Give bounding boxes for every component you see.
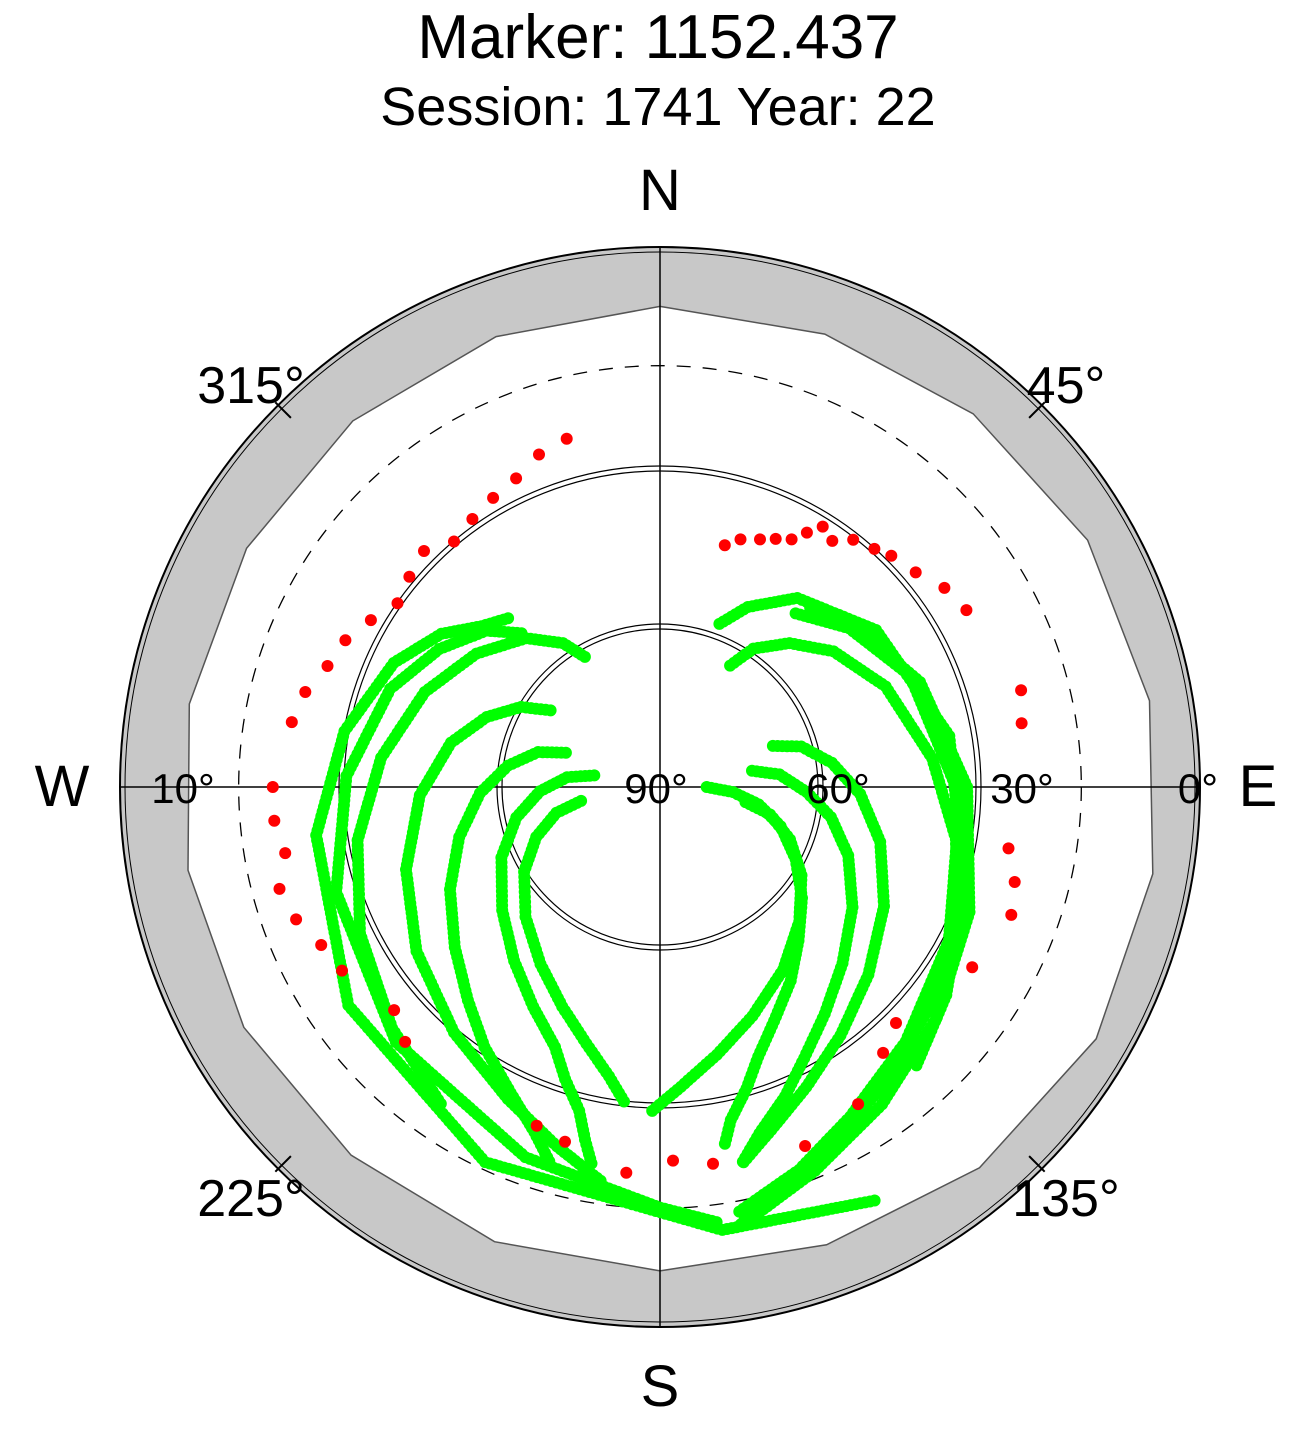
azimuth-label-135: 135° [1012, 1170, 1120, 1228]
flagged-point [273, 882, 286, 895]
azimuth-label-45: 45° [1027, 357, 1106, 415]
flagged-point [510, 472, 523, 485]
south-label: S [641, 1354, 680, 1419]
flagged-point [769, 532, 782, 545]
azimuth-label-225: 225° [197, 1170, 305, 1228]
flagged-point [754, 533, 766, 546]
track-point [910, 1059, 923, 1072]
flagged-point [966, 961, 979, 974]
plot-labels: N S W E 45° 135° 225° 315° 0° 30° 60° 90… [35, 158, 1278, 1419]
flagged-point [734, 533, 747, 546]
satellite-track [444, 746, 572, 1168]
flagged-point [315, 939, 328, 951]
flagged-point [960, 604, 973, 617]
satellite-track [724, 637, 965, 1072]
azimuth-tick-135 [1028, 1155, 1046, 1173]
flagged-point [290, 913, 303, 926]
azimuth-tick-45 [1028, 401, 1046, 419]
flagged-point [403, 570, 416, 583]
flagged-point [399, 1035, 412, 1048]
flagged-point [877, 1046, 890, 1059]
satellite-track [400, 700, 607, 1187]
elevation-label-90: 90° [624, 765, 688, 812]
track-point [434, 1097, 447, 1110]
flagged-point [1005, 908, 1018, 921]
flagged-point [718, 539, 731, 552]
azimuth-label-315: 315° [197, 357, 305, 415]
chart-title: Marker: 1152.437 [417, 3, 899, 72]
east-label: E [1239, 754, 1278, 819]
flagged-point [816, 520, 829, 533]
flagged-point [559, 1135, 571, 1148]
satellite-track [495, 769, 601, 1170]
elevation-label-west-10: 10° [151, 765, 215, 812]
satellite-track [330, 624, 723, 1229]
flagged-point [487, 491, 500, 504]
track-point [543, 1155, 556, 1168]
flagged-point [890, 1017, 902, 1029]
flagged-point [339, 634, 352, 647]
north-label: N [639, 158, 681, 223]
track-point [618, 1095, 630, 1108]
flagged-point [418, 545, 430, 557]
flagged-point [279, 847, 292, 860]
track-point [710, 1216, 723, 1229]
flagged-point [1015, 717, 1028, 730]
track-point [594, 1174, 607, 1187]
flagged-point [938, 581, 951, 594]
track-point [734, 1218, 747, 1231]
flagged-point [533, 448, 545, 461]
flagged-point [852, 1098, 865, 1111]
flagged-point [364, 614, 377, 627]
flagged-point [909, 566, 922, 579]
flagged-point [391, 597, 404, 610]
azimuth-tick-315 [274, 401, 292, 419]
flagged-point [299, 686, 312, 698]
satellite-track [310, 612, 881, 1236]
flagged-point [448, 535, 460, 548]
azimuth-tick-225 [274, 1155, 292, 1173]
track-point [718, 1137, 731, 1150]
satellite-track [646, 796, 808, 1117]
plot-axes [120, 247, 1200, 1327]
track-point [585, 1157, 598, 1170]
flagged-point [336, 964, 348, 977]
flagged-point [868, 542, 881, 555]
elevation-label-60: 60° [806, 765, 870, 812]
flagged-point [667, 1154, 679, 1167]
satellite-track [518, 794, 630, 1108]
satellite-track [351, 632, 591, 1110]
flagged-points [266, 432, 1028, 1179]
flagged-point [620, 1166, 633, 1179]
track-point [646, 1104, 659, 1117]
flagged-point [799, 1140, 812, 1152]
flagged-point [707, 1157, 719, 1170]
flagged-point [285, 716, 298, 729]
flagged-point [321, 660, 334, 672]
track-point [868, 1194, 881, 1207]
track-point [736, 1155, 749, 1168]
flagged-point [847, 533, 860, 546]
elevation-label-0: 0° [1178, 765, 1218, 812]
satellite-tracks [310, 592, 976, 1236]
chart-subtitle: Session: 1741 Year: 22 [380, 77, 936, 137]
flagged-point [388, 1004, 401, 1017]
flagged-point [530, 1119, 543, 1132]
flagged-point [466, 513, 479, 525]
flagged-point [1008, 876, 1021, 888]
flagged-point [266, 781, 279, 793]
flagged-point [1015, 684, 1028, 697]
flagged-point [885, 549, 898, 562]
satellite-track [736, 764, 859, 1168]
flagged-point [268, 814, 281, 827]
flagged-point [785, 533, 798, 546]
flagged-point [800, 526, 813, 539]
flagged-point [826, 534, 839, 547]
flagged-point [560, 432, 573, 445]
elevation-label-30: 30° [990, 765, 1054, 812]
flagged-point [1002, 842, 1015, 855]
west-label: W [35, 754, 90, 819]
